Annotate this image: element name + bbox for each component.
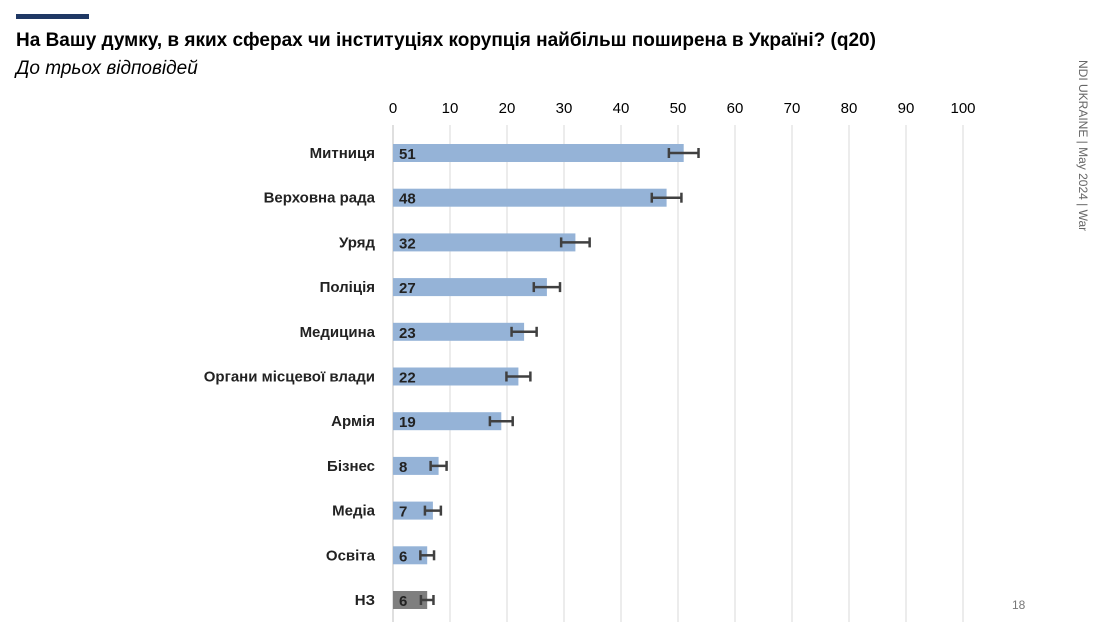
bar xyxy=(393,501,433,520)
chart-title: На Вашу думку, в яких сферах чи інституц… xyxy=(16,30,876,51)
bar xyxy=(393,278,547,297)
x-tick-label: 100 xyxy=(950,100,975,117)
category-label: Митниця xyxy=(310,145,375,162)
chart-subtitle: До трьох відповідей xyxy=(16,58,198,79)
category-label: Освіта xyxy=(326,547,376,564)
bar xyxy=(393,412,502,431)
data-label: 8 xyxy=(399,459,407,476)
category-label: Бізнес xyxy=(327,458,375,475)
bar xyxy=(393,591,428,609)
x-tick-label: 10 xyxy=(442,100,459,117)
data-label: 22 xyxy=(399,370,416,387)
bar xyxy=(393,188,667,207)
category-label: Органи місцевої влади xyxy=(204,369,375,386)
category-label: Армія xyxy=(331,413,375,430)
category-label: Медіа xyxy=(332,503,376,520)
source-label: NDI UKRAINE | May 2024 | War xyxy=(1076,60,1090,232)
bar xyxy=(393,144,684,162)
page-number: 18 xyxy=(1012,598,1026,612)
data-label: 7 xyxy=(399,504,407,521)
data-label: 6 xyxy=(399,593,407,610)
bar xyxy=(393,322,525,341)
data-label: 19 xyxy=(399,414,416,431)
x-tick-label: 20 xyxy=(499,100,516,117)
data-label: 23 xyxy=(399,325,416,342)
data-label: 32 xyxy=(399,235,416,252)
category-label: НЗ xyxy=(355,592,375,609)
bar xyxy=(393,456,439,475)
data-label: 48 xyxy=(399,191,416,208)
x-tick-label: 90 xyxy=(898,100,915,117)
bar xyxy=(393,233,576,252)
x-tick-label: 40 xyxy=(613,100,630,117)
category-label: Уряд xyxy=(339,234,375,251)
x-tick-label: 80 xyxy=(841,100,858,117)
data-label: 6 xyxy=(399,548,407,565)
x-tick-label: 0 xyxy=(389,100,397,117)
data-label: 51 xyxy=(399,146,416,163)
x-tick-label: 50 xyxy=(670,100,687,117)
category-label: Медицина xyxy=(300,324,376,341)
title-accent-bar xyxy=(16,14,89,19)
x-tick-label: 70 xyxy=(784,100,801,117)
x-tick-label: 60 xyxy=(727,100,744,117)
bar xyxy=(393,367,519,386)
x-tick-label: 30 xyxy=(556,100,573,117)
category-label: Верховна рада xyxy=(264,190,376,207)
category-label: Поліція xyxy=(320,279,375,296)
data-label: 27 xyxy=(399,280,416,297)
bar xyxy=(393,546,428,565)
